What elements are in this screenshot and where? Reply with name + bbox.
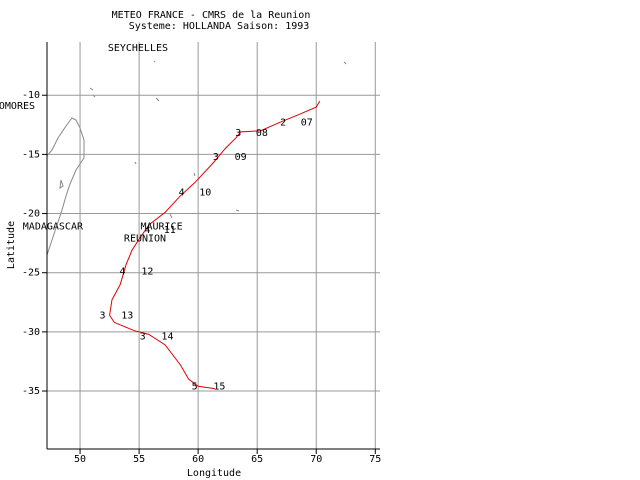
track-annotation: 11 [164, 225, 176, 236]
x-tick-label: 50 [74, 454, 86, 465]
chart-subtitle: Systeme: HOLLANDA Saison: 1993 [129, 21, 310, 32]
track-annotation: 4 [179, 187, 185, 198]
track-annotation: 15 [213, 381, 225, 392]
track-annotation: 2 [280, 117, 286, 128]
track-annotation: 12 [141, 267, 153, 278]
x-tick-label: 70 [310, 454, 322, 465]
x-tick-label: 55 [133, 454, 145, 465]
track-annotation: 09 [235, 152, 247, 163]
track-annotation: 08 [256, 128, 268, 139]
y-tick-label: -20 [22, 209, 40, 220]
track-annotation: 13 [121, 310, 133, 321]
track-line [109, 100, 321, 390]
x-tick-label: 65 [251, 454, 263, 465]
track-annotation: 07 [301, 117, 313, 128]
place-label: SEYCHELLES [108, 43, 168, 54]
track-annotation: 3 [140, 332, 146, 343]
y-tick-label: -35 [22, 386, 40, 397]
place-label: COMORES [0, 101, 35, 112]
y-tick-label: -10 [22, 90, 40, 101]
y-axis-label: Latitude [6, 221, 17, 269]
place-label: MADAGASCAR [23, 222, 84, 233]
coastline [46, 60, 347, 256]
y-tick-label: -30 [22, 327, 40, 338]
x-tick-label: 75 [369, 454, 381, 465]
track-annotation: 10 [199, 187, 211, 198]
y-tick-label: -15 [22, 149, 40, 160]
place-label: MAURICE [140, 222, 182, 233]
x-axis-label: Longitude [187, 468, 241, 479]
track-annotation: 3 [213, 152, 219, 163]
track-annotation: 4 [120, 267, 126, 278]
place-label: REUNION [124, 233, 166, 244]
track-annotation: 5 [192, 381, 198, 392]
x-tick-label: 60 [192, 454, 204, 465]
chart-title: METEO FRANCE - CMRS de la Reunion [112, 10, 311, 21]
y-tick-label: -25 [22, 268, 40, 279]
track-annotation: 14 [161, 332, 173, 343]
track-annotation: 4 [144, 225, 150, 236]
track-annotation: 3 [235, 128, 241, 139]
track-annotation: 3 [99, 310, 105, 321]
